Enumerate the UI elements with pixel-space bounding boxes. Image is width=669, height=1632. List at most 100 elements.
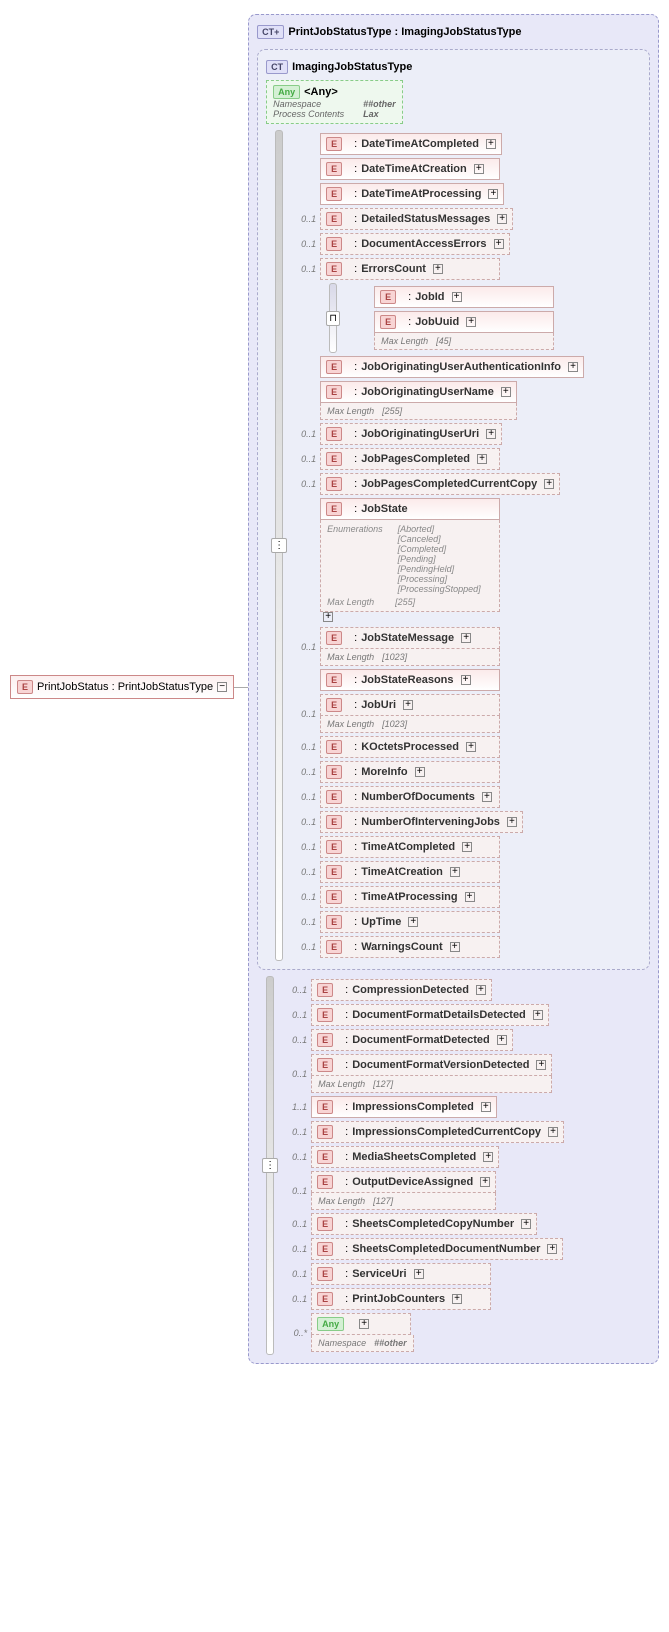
ref-node[interactable]: E:DateTimeAtCreation+ [320, 158, 500, 180]
ref-node[interactable]: E:KOctetsProcessed+ [320, 736, 500, 758]
expand-toggle[interactable]: + [466, 742, 476, 752]
ref-node[interactable]: E:JobOriginatingUserName+ [320, 381, 517, 403]
ref-name: NumberOfDocuments [361, 791, 475, 803]
expand-toggle[interactable]: + [450, 867, 460, 877]
expand-toggle[interactable]: + [476, 985, 486, 995]
root-element-node[interactable]: E PrintJobStatus : PrintJobStatusType − [10, 675, 234, 699]
expand-toggle[interactable]: + [359, 1319, 369, 1329]
ref-node[interactable]: E:DocumentFormatDetailsDetected+ [311, 1004, 549, 1026]
ref-name: DocumentFormatVersionDetected [352, 1059, 529, 1071]
expand-toggle[interactable]: + [521, 1219, 531, 1229]
ref-name: CompressionDetected [352, 984, 469, 996]
ref-node[interactable]: E:DocumentAccessErrors+ [320, 233, 509, 255]
ref-node[interactable]: E:DateTimeAtProcessing+ [320, 183, 504, 205]
ref-node[interactable]: E:JobPagesCompletedCurrentCopy+ [320, 473, 560, 495]
ref-node[interactable]: E:OutputDeviceAssigned+ [311, 1171, 496, 1193]
ref-node[interactable]: E:ServiceUri+ [311, 1263, 491, 1285]
expand-toggle[interactable]: + [547, 1244, 557, 1254]
expand-toggle[interactable]: + [465, 892, 475, 902]
expand-toggle[interactable]: + [433, 264, 443, 274]
ref-node[interactable]: E:JobUuid+ [374, 311, 554, 333]
ref-node[interactable]: E:JobOriginatingUserUri+ [320, 423, 502, 445]
expand-toggle[interactable]: + [481, 1102, 491, 1112]
ref-name: ServiceUri [352, 1268, 406, 1280]
element-badge: E [317, 1150, 333, 1164]
ref-node[interactable]: E:ImpressionsCompleted+ [311, 1096, 497, 1118]
item-row: E:JobOriginatingUserName+Max Length[255] [292, 381, 641, 420]
ref-node[interactable]: E:ImpressionsCompletedCurrentCopy+ [311, 1121, 564, 1143]
expand-toggle[interactable]: + [482, 792, 492, 802]
ref-node[interactable]: E:JobStateMessage+ [320, 627, 500, 649]
ref-node[interactable]: E:PrintJobCounters+ [311, 1288, 491, 1310]
expand-toggle[interactable]: + [494, 239, 504, 249]
expand-toggle[interactable]: + [486, 139, 496, 149]
ref-node[interactable]: E:JobId+ [374, 286, 554, 308]
schema-diagram: E PrintJobStatus : PrintJobStatusType − … [10, 10, 659, 1364]
ref-node[interactable]: E:DateTimeAtCompleted+ [320, 133, 502, 155]
ref-node[interactable]: E:NumberOfInterveningJobs+ [320, 811, 523, 833]
ref-node[interactable]: E:WarningsCount+ [320, 936, 500, 958]
expand-toggle[interactable]: + [452, 292, 462, 302]
root-label: PrintJobStatus : PrintJobStatusType [37, 681, 213, 693]
ref-node[interactable]: E:ErrorsCount+ [320, 258, 500, 280]
colon: : [408, 316, 411, 328]
expand-toggle[interactable]: + [548, 1127, 558, 1137]
ref-node[interactable]: E:DocumentFormatVersionDetected+ [311, 1054, 552, 1076]
expand-toggle[interactable]: + [480, 1177, 490, 1187]
expand-toggle[interactable]: + [414, 1269, 424, 1279]
expand-toggle[interactable]: + [403, 700, 413, 710]
ref-node[interactable]: E:UpTime+ [320, 911, 500, 933]
element-badge: E [326, 385, 342, 399]
ref-node[interactable]: E : JobState [320, 498, 500, 520]
colon: : [345, 984, 348, 996]
expand-toggle[interactable]: + [544, 479, 554, 489]
colon: : [354, 766, 357, 778]
expand-toggle[interactable]: + [323, 612, 333, 622]
ref-name: JobPagesCompleted [361, 453, 470, 465]
ref-name: TimeAtCompleted [361, 841, 455, 853]
expand-toggle[interactable]: + [497, 214, 507, 224]
ref-node[interactable]: E:DetailedStatusMessages+ [320, 208, 513, 230]
expand-toggle[interactable]: + [466, 317, 476, 327]
expand-toggle[interactable]: + [486, 429, 496, 439]
ref-node[interactable]: E:TimeAtCreation+ [320, 861, 500, 883]
ref-node[interactable]: E:JobOriginatingUserAuthenticationInfo+ [320, 356, 584, 378]
expand-toggle[interactable]: + [461, 633, 471, 643]
expand-toggle[interactable]: + [501, 387, 511, 397]
expand-toggle[interactable]: + [415, 767, 425, 777]
expand-toggle[interactable]: + [452, 1294, 462, 1304]
ref-node[interactable]: E:CompressionDetected+ [311, 979, 492, 1001]
ref-node[interactable]: E:MediaSheetsCompleted+ [311, 1146, 499, 1168]
ref-node[interactable]: E:SheetsCompletedCopyNumber+ [311, 1213, 537, 1235]
expand-toggle[interactable]: + [488, 189, 498, 199]
ref-node[interactable]: E:SheetsCompletedDocumentNumber+ [311, 1238, 563, 1260]
expand-toggle[interactable]: + [536, 1060, 546, 1070]
ref-node[interactable]: E:JobPagesCompleted+ [320, 448, 500, 470]
ref-node[interactable]: E:DocumentFormatDetected+ [311, 1029, 513, 1051]
expand-toggle[interactable]: + [461, 675, 471, 685]
expand-toggle[interactable]: + [462, 842, 472, 852]
ref-node[interactable]: E:JobStateReasons+ [320, 669, 500, 691]
any-node[interactable]: Any + [311, 1313, 411, 1335]
expand-toggle[interactable]: + [507, 817, 517, 827]
ref-block: E:DateTimeAtCompleted+ [320, 133, 502, 155]
expand-toggle[interactable]: + [474, 164, 484, 174]
expand-toggle[interactable]: + [483, 1152, 493, 1162]
ref-node[interactable]: E:MoreInfo+ [320, 761, 500, 783]
ref-node[interactable]: E:JobUri+ [320, 694, 500, 716]
ref-name: DetailedStatusMessages [361, 213, 490, 225]
expand-toggle[interactable]: + [408, 917, 418, 927]
expand-toggle[interactable]: + [450, 942, 460, 952]
collapse-toggle[interactable]: − [217, 682, 227, 692]
ref-name: ImpressionsCompleted [352, 1101, 474, 1113]
ref-name: JobOriginatingUserUri [361, 428, 479, 440]
ref-node[interactable]: E:NumberOfDocuments+ [320, 786, 500, 808]
ref-node[interactable]: E:TimeAtCompleted+ [320, 836, 500, 858]
expand-toggle[interactable]: + [497, 1035, 507, 1045]
expand-toggle[interactable]: + [533, 1010, 543, 1020]
ref-node[interactable]: E:TimeAtProcessing+ [320, 886, 500, 908]
ref-block: E:JobPagesCompletedCurrentCopy+ [320, 473, 560, 495]
ref-maxlen: Max Length[1023] [320, 649, 500, 666]
expand-toggle[interactable]: + [568, 362, 578, 372]
expand-toggle[interactable]: + [477, 454, 487, 464]
